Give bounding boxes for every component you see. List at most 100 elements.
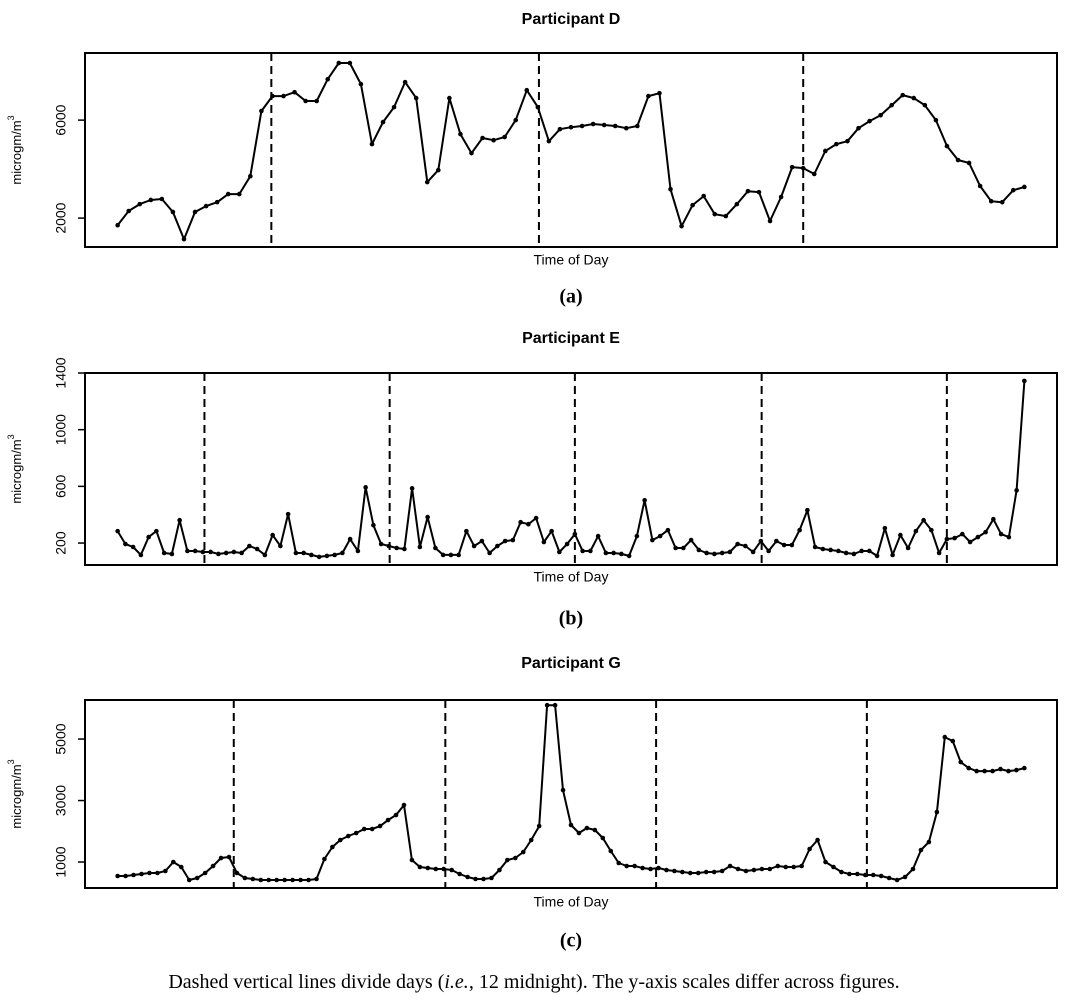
data-point: [894, 877, 900, 883]
data-point: [393, 812, 399, 818]
data-point: [712, 211, 718, 217]
data-point: [874, 553, 880, 559]
data-point: [469, 150, 474, 156]
data-point: [966, 765, 971, 771]
data-point: [913, 528, 919, 534]
data-point: [541, 539, 547, 545]
data-point: [1022, 378, 1027, 384]
data-point: [800, 165, 806, 171]
data-point: [936, 550, 942, 556]
data-point: [823, 148, 828, 154]
data-point: [471, 543, 477, 549]
data-point: [489, 875, 494, 881]
panel-label: (b): [559, 608, 583, 630]
data-point: [843, 550, 849, 556]
data-point: [983, 529, 988, 535]
data-point: [137, 201, 143, 207]
data-point: [767, 218, 773, 224]
data-point: [524, 87, 530, 93]
data-point: [910, 866, 916, 872]
data-point: [425, 865, 431, 871]
data-point: [146, 534, 151, 540]
data-point: [592, 827, 598, 833]
data-point: [758, 538, 764, 544]
data-point: [911, 95, 917, 101]
x-axis-label: Time of Day: [534, 569, 609, 585]
data-point: [619, 551, 624, 557]
data-point: [723, 213, 729, 219]
data-point: [623, 125, 629, 131]
data-point: [535, 104, 541, 110]
data-point: [170, 209, 176, 215]
data-point: [665, 527, 671, 533]
data-point: [332, 552, 337, 558]
data-point: [298, 877, 303, 883]
data-point: [688, 870, 693, 876]
data-point: [473, 876, 478, 882]
data-point: [181, 236, 187, 242]
data-point: [126, 208, 131, 214]
y-tick-label: 3000: [53, 785, 69, 816]
data-point: [436, 167, 441, 173]
data-point: [646, 93, 651, 99]
data-point: [601, 122, 607, 128]
data-point: [242, 875, 248, 881]
data-point: [626, 553, 632, 559]
data-point: [640, 865, 645, 871]
data-point: [417, 544, 423, 550]
data-point: [576, 830, 582, 836]
data-point: [657, 90, 662, 96]
data-point: [169, 551, 175, 557]
data-point: [616, 860, 622, 866]
data-point: [115, 873, 120, 879]
data-point: [921, 517, 926, 523]
data-point: [353, 830, 359, 836]
data-point: [231, 549, 237, 555]
y-tick-label: 1400: [53, 357, 69, 388]
data-point: [933, 117, 939, 123]
data-point: [743, 543, 748, 549]
data-point: [557, 549, 562, 555]
data-point: [886, 875, 892, 881]
data-point: [225, 191, 231, 197]
data-point: [306, 877, 311, 883]
data-point: [358, 81, 364, 87]
data-point: [982, 768, 987, 774]
data-point: [745, 188, 751, 194]
data-point: [552, 702, 558, 708]
data-point: [727, 549, 733, 555]
data-point: [998, 766, 1003, 772]
y-axis-label-sup: 3: [6, 115, 16, 120]
chart-title: Participant G: [521, 655, 621, 672]
data-point: [701, 193, 706, 199]
data-point: [413, 95, 419, 101]
data-point: [479, 538, 485, 544]
data-point: [309, 552, 314, 558]
data-point: [369, 141, 375, 147]
data-point: [960, 531, 965, 537]
data-point: [624, 863, 629, 869]
data-point: [363, 485, 368, 490]
data-point: [417, 864, 423, 870]
data-point: [560, 787, 566, 793]
y-axis-label: microgm/m3: [6, 115, 24, 184]
data-point: [988, 198, 994, 204]
data-point: [424, 179, 430, 185]
data-point: [735, 541, 740, 547]
data-point: [154, 528, 159, 534]
data-point: [148, 197, 154, 203]
data-point: [171, 859, 176, 865]
data-point: [564, 541, 570, 547]
data-point: [347, 60, 353, 66]
data-point: [751, 867, 757, 873]
data-point: [185, 548, 190, 554]
x-axis-label: Time of Day: [534, 894, 609, 910]
data-point: [369, 826, 375, 832]
data-point: [673, 545, 678, 551]
data-point: [657, 533, 663, 539]
data-point: [447, 95, 452, 101]
data-point: [409, 857, 415, 863]
data-point: [766, 548, 771, 554]
data-point: [681, 545, 686, 551]
data-point: [159, 196, 165, 202]
